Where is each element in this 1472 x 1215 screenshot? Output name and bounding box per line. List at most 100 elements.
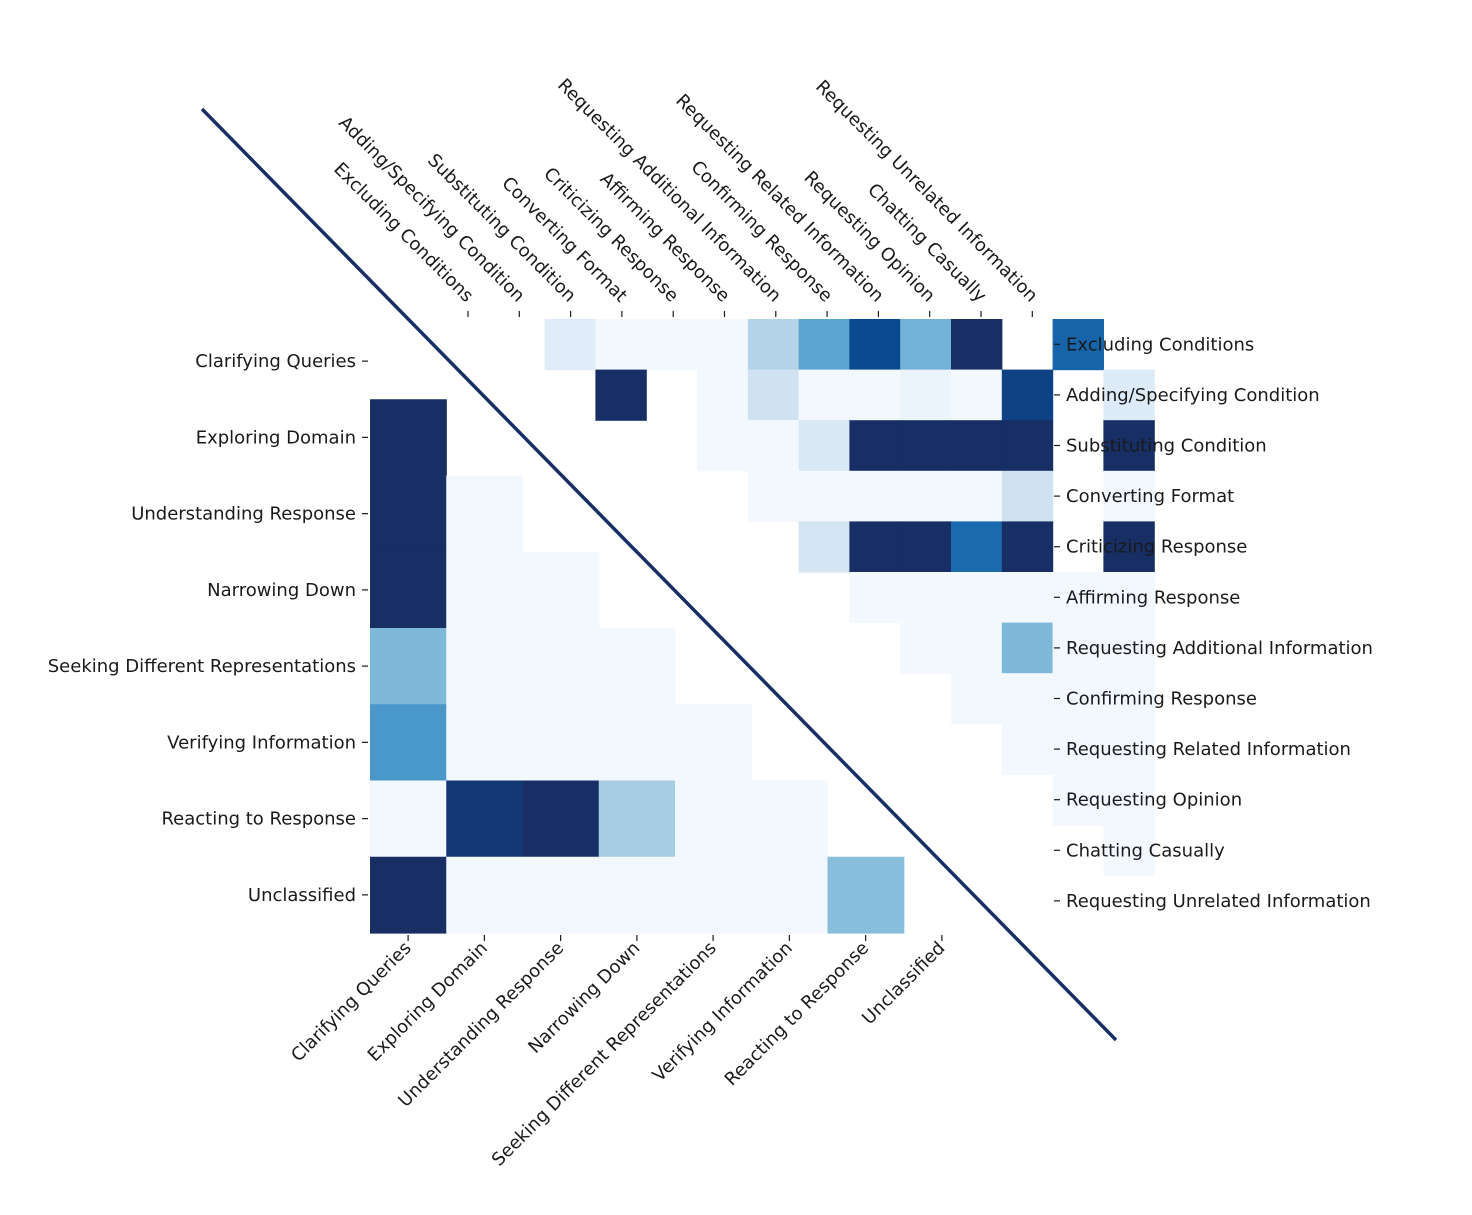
upper-cell-r4-c9 [900,521,952,573]
top-col-label-adding-specifying-condition: Adding/Specifying Condition [334,112,528,306]
upper-cell-r0-c9 [900,319,952,371]
bottom-col-label-verifying-information: Verifying Information [649,938,797,1086]
right-row-label-excluding-conditions: Excluding Conditions [1066,334,1254,355]
right-row-label-confirming-response: Confirming Response [1066,689,1257,710]
left-row-label-exploring-domain: Exploring Domain [196,427,356,448]
lower-cell-r4-c3 [598,628,676,705]
upper-cell-r8-c12 [1052,723,1104,775]
upper-cell-r3-c13 [1103,470,1155,522]
upper-cell-r2-c11 [1001,420,1054,472]
upper-cell-r2-c10 [951,420,1003,472]
upper-cell-r7-c13 [1103,673,1155,725]
right-row-label-converting-format: Converting Format [1066,486,1234,507]
upper-cell-r2-c13 [1103,420,1155,472]
lower-heatmap [370,399,905,934]
upper-cell-r2-c9 [900,420,952,472]
upper-cell-r0-c12 [1052,319,1104,371]
lower-cell-r6-c4 [675,780,752,858]
upper-cell-r2-c5 [697,420,749,472]
right-row-label-adding-specifying-condition: Adding/Specifying Condition [1066,385,1320,406]
upper-cell-r0-c7 [798,319,850,371]
upper-cell-r1-c7 [798,369,850,421]
upper-cell-r8-c13 [1103,723,1155,775]
lower-cell-r5-c3 [598,704,676,782]
right-row-label-requesting-additional-information: Requesting Additional Information [1066,638,1373,659]
upper-cell-r5-c11 [1001,572,1054,624]
left-row-label-narrowing-down: Narrowing Down [207,580,356,601]
lower-cell-r4-c0 [370,628,447,705]
lower-cell-r7-c6 [827,856,905,934]
bottom-col-label-reacting-to-response: Reacting to Response [721,938,873,1090]
right-row-label-affirming-response: Affirming Response [1066,587,1240,608]
upper-cell-r0-c10 [951,319,1003,371]
lower-cell-r3-c1 [446,551,524,629]
upper-cell-r1-c6 [747,369,800,421]
upper-cell-r9-c12 [1052,774,1104,826]
upper-cell-r0-c8 [849,319,901,371]
left-row-label-understanding-response: Understanding Response [131,504,356,525]
diagonal-separator-line [200,107,1118,1042]
upper-cell-r0-c2 [544,319,596,371]
lower-cell-r6-c3 [598,780,676,858]
left-row-label-verifying-information: Verifying Information [167,732,356,753]
upper-cell-r4-c8 [849,521,901,573]
upper-cell-r1-c11 [1001,369,1054,421]
upper-cell-r5-c8 [849,572,901,624]
lower-cell-r6-c2 [522,780,600,858]
upper-cell-r1-c13 [1103,369,1155,421]
lower-cell-r5-c2 [522,704,600,782]
upper-cell-r6-c11 [1001,622,1054,674]
upper-cell-r2-c7 [798,420,850,472]
upper-cell-r3-c11 [1001,470,1054,522]
lower-cell-r7-c3 [598,856,676,934]
upper-cell-r1-c10 [951,369,1003,421]
right-row-label-requesting-related-information: Requesting Related Information [1066,739,1351,760]
right-row-label-substituting-condition: Substituting Condition [1066,436,1267,457]
left-row-label-clarifying-queries: Clarifying Queries [195,351,356,372]
upper-cell-r1-c8 [849,369,901,421]
lower-cell-r5-c4 [675,704,752,782]
lower-cell-r7-c1 [446,856,524,934]
upper-cell-r4-c10 [951,521,1003,573]
lower-cell-r7-c0 [370,856,447,934]
upper-cell-r6-c12 [1052,622,1104,674]
upper-cell-r0-c3 [595,319,647,371]
upper-cell-r10-c13 [1103,825,1155,877]
upper-cell-r5-c9 [900,572,952,624]
upper-cell-r2-c6 [747,420,800,472]
lower-cell-r3-c0 [370,551,447,629]
upper-cell-r3-c6 [747,470,800,522]
upper-cell-r4-c13 [1103,521,1155,573]
upper-cell-r7-c11 [1001,673,1054,725]
lower-cell-r1-c0 [370,399,447,477]
lower-cell-r6-c1 [446,780,524,858]
lower-cell-r3-c2 [522,551,600,629]
upper-cell-r5-c12 [1052,572,1104,624]
lower-cell-r7-c4 [675,856,752,934]
upper-cell-r1-c9 [900,369,952,421]
upper-cell-r4-c7 [798,521,850,573]
upper-cell-r7-c12 [1052,673,1104,725]
lower-cell-r7-c2 [522,856,600,934]
upper-cell-r1-c5 [697,369,749,421]
upper-cell-r3-c7 [798,470,850,522]
lower-cell-r2-c0 [370,475,447,553]
lower-cell-r2-c1 [446,475,524,553]
upper-cell-r6-c13 [1103,622,1155,674]
upper-cell-r0-c4 [646,319,698,371]
upper-cell-r0-c5 [697,319,749,371]
right-row-label-requesting-opinion: Requesting Opinion [1066,790,1242,811]
upper-cell-r8-c11 [1001,723,1054,775]
left-row-label-reacting-to-response: Reacting to Response [161,809,356,830]
lower-cell-r6-c5 [751,780,829,858]
lower-cell-r4-c1 [446,628,524,705]
left-row-label-seeking-different-representations: Seeking Different Representations [48,656,356,677]
upper-heatmap [544,319,1155,877]
lower-cell-r5-c1 [446,704,524,782]
upper-cell-r7-c10 [951,673,1003,725]
upper-cell-r3-c10 [951,470,1003,522]
right-row-label-requesting-unrelated-information: Requesting Unrelated Information [1066,891,1371,912]
upper-cell-r4-c11 [1001,521,1054,573]
lower-cell-r7-c5 [751,856,829,934]
